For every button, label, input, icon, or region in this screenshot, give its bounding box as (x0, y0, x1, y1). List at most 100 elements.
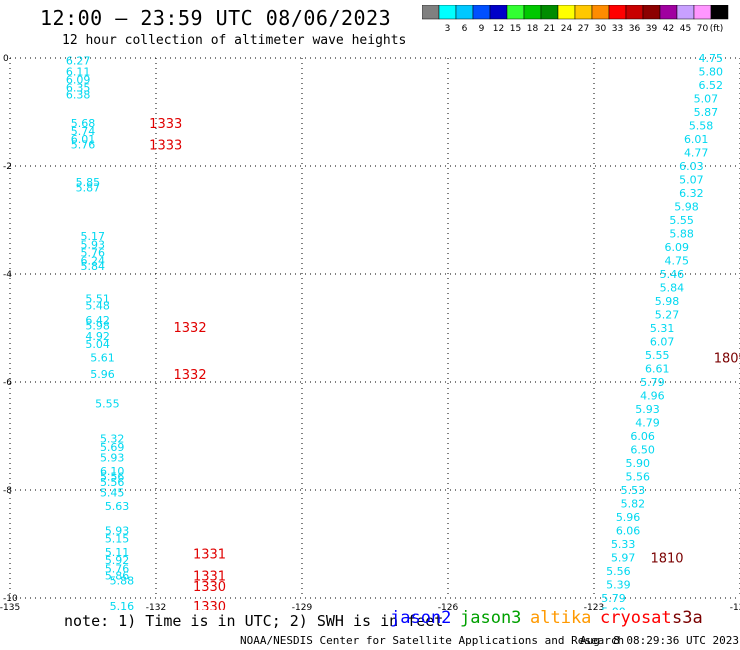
swh-data-point: 5.16 (110, 600, 135, 610)
swh-data-point: 5.96 (616, 511, 641, 524)
swh-data-point: 5.84 (660, 282, 685, 295)
swh-data-point: 6.11 (66, 66, 91, 79)
swh-data-point: 6.52 (699, 79, 724, 92)
swh-data-point: 5.87 (694, 106, 719, 119)
swh-data-point: 5.88 (110, 575, 135, 588)
swh-data-point: 5.27 (655, 309, 680, 322)
colorbar-label: 15 (510, 24, 521, 34)
time-label: 1332 (174, 321, 207, 336)
swh-data-point: 5.82 (621, 498, 646, 511)
swh-data-point: 5.85 (76, 176, 101, 189)
swh-data-point: 5.74 (71, 125, 96, 138)
x-tick-label: -123 (584, 603, 604, 610)
time-label: 1330 (193, 580, 226, 595)
swh-data-point: 5.93 (105, 525, 130, 538)
colorbar-swatch (710, 5, 729, 20)
swh-data-point: 5.98 (85, 319, 110, 332)
swh-data-point: 4.79 (635, 417, 660, 430)
colorbar-label: 45 (680, 24, 691, 34)
colorbar-label: 12 (493, 24, 504, 34)
colorbar-unit: (ft) (710, 24, 724, 34)
swh-data-point: 5.07 (694, 93, 719, 106)
swh-data-point: 5.79 (640, 376, 665, 389)
swh-data-point: 6.27 (66, 55, 91, 68)
swh-data-point: 5.98 (655, 295, 680, 308)
y-tick-label: 0 (3, 54, 9, 64)
colorbar-label: 27 (578, 24, 589, 34)
colorbar-label: 30 (595, 24, 607, 34)
time-label: 1331 (193, 548, 226, 563)
y-tick-label: -8 (3, 486, 12, 496)
swh-data-point: 5.55 (95, 398, 120, 411)
swh-data-point: 5.76 (105, 562, 130, 575)
swh-data-point: 6.32 (679, 187, 704, 200)
swh-data-point: 5.56 (606, 565, 631, 578)
swh-data-point: 5.55 (645, 349, 670, 362)
swh-data-point: 5.46 (660, 268, 685, 281)
swh-data-point: 5.04 (85, 338, 110, 351)
swh-data-point: 4.92 (85, 330, 110, 343)
y-tick-label: -6 (3, 378, 12, 388)
swh-data-point: 6.03 (679, 160, 704, 173)
swh-data-point: 5.80 (699, 66, 724, 79)
swh-data-point: 4.75 (699, 52, 724, 65)
swh-data-point: 5.17 (80, 230, 105, 243)
swh-data-point: 6.07 (650, 336, 675, 349)
legend-s3a: s3a (672, 608, 703, 628)
swh-data-point: 5.76 (71, 138, 96, 151)
x-tick-label: -132 (146, 603, 166, 610)
swh-data-point: 5.86 (105, 569, 130, 582)
swh-data-point: 5.87 (76, 182, 101, 195)
swh-data-point: 6.01 (684, 133, 709, 146)
colorbar-label: 42 (663, 24, 674, 34)
swh-data-point: 6.10 (100, 465, 125, 478)
colorbar-label: 33 (612, 24, 623, 34)
y-tick-label: -4 (3, 270, 12, 280)
swh-data-point: 6.42 (85, 314, 110, 327)
swh-data-point: 5.51 (85, 292, 110, 305)
legend-altika: altika (530, 608, 592, 628)
generated-timestamp: Aug 8 08:29:36 UTC 2023 (580, 634, 739, 647)
swh-data-point: 5.55 (669, 214, 694, 227)
swh-data-point: 5.93 (80, 238, 105, 251)
swh-data-point: 5.31 (650, 322, 675, 335)
swh-data-point: 5.96 (90, 368, 115, 381)
swh-data-point: 6.38 (66, 89, 91, 102)
swh-data-point: 6.06 (630, 430, 655, 443)
time-label: 1333 (149, 117, 182, 132)
colorbar-label: 70 (697, 24, 709, 34)
x-tick-label: -126 (438, 603, 459, 610)
legend-cryosat: cryosat (600, 608, 672, 628)
colorbar-label: 21 (544, 24, 555, 34)
swh-data-point: 5.32 (100, 433, 125, 446)
colorbar-label: 3 (445, 24, 451, 34)
swh-data-point: 5.69 (100, 441, 125, 454)
swh-data-point: 5.76 (80, 246, 105, 259)
swh-data-point: 6.24 (80, 255, 105, 268)
swh-data-point: 6.06 (616, 525, 641, 538)
swh-data-point: 5.15 (105, 533, 130, 546)
swh-data-point: 5.56 (100, 471, 125, 484)
swh-data-point: 5.48 (85, 299, 110, 312)
swh-data-point: 5.93 (635, 403, 660, 416)
colorbar-label: 36 (629, 24, 641, 34)
legend-jason2: jason2 (390, 608, 452, 628)
swh-data-point: 5.97 (611, 552, 636, 565)
legend-jason3: jason3 (460, 608, 522, 628)
swh-data-point: 6.09 (664, 241, 689, 254)
colorbar-label: 24 (561, 24, 573, 34)
plot-area: -135 -132 -129 -126 -123 -120 0 -2 -4 -6 -8 -10 6.27… (0, 52, 740, 610)
swh-data-point: 5.92 (105, 554, 130, 567)
color-legend: 3 6 9 12 15 18 21 24 27 30 33 36 39 42 45 70 (ft) (422, 5, 729, 34)
swh-data-point: 5.39 (606, 579, 631, 592)
time-label: 1331 (193, 569, 226, 584)
colorbar-label: 9 (479, 24, 485, 34)
colorbar-label: 39 (646, 24, 658, 34)
swh-data-point: 5.58 (689, 120, 714, 133)
swh-data-point: 6.09 (66, 74, 91, 87)
swh-data-point: 5.93 (100, 452, 125, 465)
swh-data-point: 5.98 (674, 201, 699, 214)
swh-data-point: 5.68 (71, 117, 96, 130)
x-tick-label: -120 (730, 603, 740, 610)
swh-data-point: 5.84 (80, 260, 105, 273)
